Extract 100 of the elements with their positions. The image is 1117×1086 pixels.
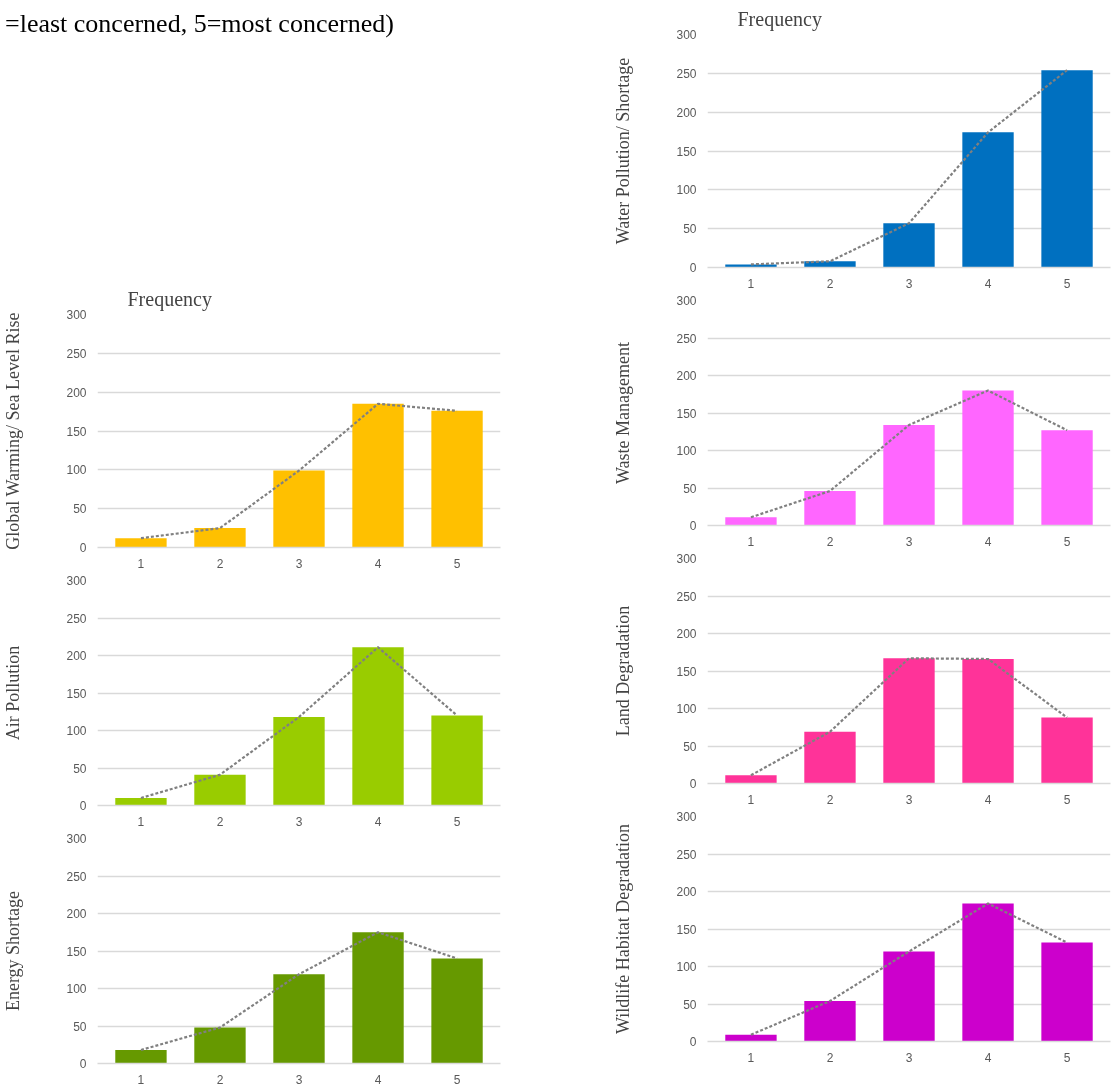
x-tick-label: 3	[295, 1072, 303, 1086]
x-tick-label: 1	[747, 276, 755, 291]
y-tick-label: 100	[66, 463, 87, 478]
y-tick-label: 0	[689, 777, 697, 791]
bar	[883, 223, 935, 268]
y-tick-label: 200	[66, 907, 87, 921]
chart-title: Frequency	[737, 7, 822, 31]
bar	[883, 951, 935, 1042]
bar	[194, 774, 246, 806]
x-tick-label: 3	[905, 534, 913, 549]
y-tick-label: 100	[676, 702, 697, 716]
x-tick-label: 1	[137, 814, 145, 829]
bar	[352, 647, 404, 806]
bar	[273, 470, 325, 548]
y-tick-label: 0	[689, 261, 697, 275]
x-tick-label: 3	[905, 276, 913, 291]
x-tick-label: 5	[1063, 792, 1071, 807]
x-tick-label: 2	[826, 534, 834, 549]
bar	[115, 1050, 167, 1064]
y-axis-title: Energy Shortage	[3, 890, 24, 1012]
y-tick-label: 200	[676, 627, 697, 641]
x-tick-label: 2	[826, 792, 834, 807]
y-axis-title: Wildlife Habitat Degradation	[613, 823, 634, 1035]
y-tick-label: 150	[66, 424, 87, 439]
y-tick-label: 100	[676, 444, 697, 458]
y-tick-label: 0	[689, 519, 697, 533]
y-tick-label: 150	[676, 922, 697, 937]
bar	[431, 958, 483, 1064]
x-tick-label: 2	[216, 1072, 224, 1086]
bar	[725, 517, 777, 526]
y-tick-label: 200	[676, 369, 697, 383]
line-series	[749, 389, 1069, 519]
y-axis-title: Land Degradation	[613, 605, 634, 737]
x-tick-label: 4	[984, 792, 992, 807]
bar	[115, 798, 167, 806]
bar	[883, 658, 935, 784]
bar	[804, 731, 856, 784]
y-tick-label: 200	[676, 885, 697, 899]
y-tick-label: 250	[676, 331, 697, 346]
x-tick-label: 1	[747, 792, 755, 807]
y-tick-label: 300	[676, 810, 697, 824]
bar	[1041, 717, 1093, 784]
y-tick-label: 250	[66, 346, 87, 361]
bar	[962, 390, 1014, 526]
y-tick-label: 300	[66, 308, 87, 322]
x-tick-label: 5	[1063, 1050, 1071, 1065]
y-tick-label: 50	[683, 222, 697, 237]
x-tick-label: 1	[137, 1072, 145, 1086]
y-tick-label: 150	[66, 686, 87, 701]
x-tick-label: 3	[905, 792, 913, 807]
bar	[962, 903, 1014, 1042]
x-tick-label: 5	[1063, 534, 1071, 549]
x-tick-label: 2	[826, 1050, 834, 1065]
x-tick-label: 5	[453, 814, 461, 829]
chart-title: Frequency	[127, 287, 212, 311]
y-axis-title: Global Warming/ Sea Level Rise	[3, 312, 24, 550]
y-tick-label: 250	[676, 589, 697, 604]
y-tick-label: 150	[676, 144, 697, 159]
line-series	[749, 902, 1069, 1036]
text: =least concerned, 5=most concerned)	[5, 8, 394, 40]
y-tick-label: 100	[676, 183, 697, 198]
y-tick-label: 50	[683, 739, 697, 754]
x-tick-label: 5	[1063, 276, 1071, 291]
line-series	[139, 646, 459, 800]
bar	[1041, 70, 1093, 268]
y-tick-label: 50	[683, 481, 697, 496]
y-tick-label: 250	[676, 847, 697, 862]
bar	[725, 1034, 777, 1042]
x-tick-label: 4	[984, 1050, 992, 1065]
bar	[115, 538, 167, 548]
bar	[431, 410, 483, 548]
x-tick-label: 1	[747, 534, 755, 549]
line-series	[749, 69, 1069, 266]
y-axis-title: Waste Management	[613, 342, 634, 484]
bar	[962, 132, 1014, 268]
x-tick-label: 1	[747, 1050, 755, 1065]
x-tick-label: 4	[374, 814, 382, 829]
x-tick-label: 4	[984, 534, 992, 549]
y-tick-label: 200	[66, 649, 87, 663]
y-tick-label: 0	[689, 1035, 697, 1049]
y-tick-label: 200	[66, 385, 87, 400]
y-axis-title: Water Pollution/ Shortage	[613, 57, 634, 245]
y-tick-label: 200	[676, 105, 697, 120]
x-tick-label: 4	[374, 556, 382, 571]
y-tick-label: 50	[73, 761, 87, 776]
y-tick-label: 300	[66, 574, 87, 588]
bar	[1041, 430, 1093, 526]
x-tick-label: 3	[295, 814, 303, 829]
y-tick-label: 100	[66, 724, 87, 738]
x-tick-label: 3	[295, 556, 303, 571]
y-tick-label: 0	[79, 541, 87, 555]
x-tick-label: 1	[137, 556, 145, 571]
y-tick-label: 50	[73, 1019, 87, 1034]
y-tick-label: 100	[66, 982, 87, 996]
bar	[962, 659, 1014, 784]
y-tick-label: 0	[79, 1057, 87, 1071]
bar	[1041, 942, 1093, 1042]
bar	[194, 528, 246, 548]
y-tick-label: 50	[683, 997, 697, 1012]
bar	[352, 932, 404, 1064]
